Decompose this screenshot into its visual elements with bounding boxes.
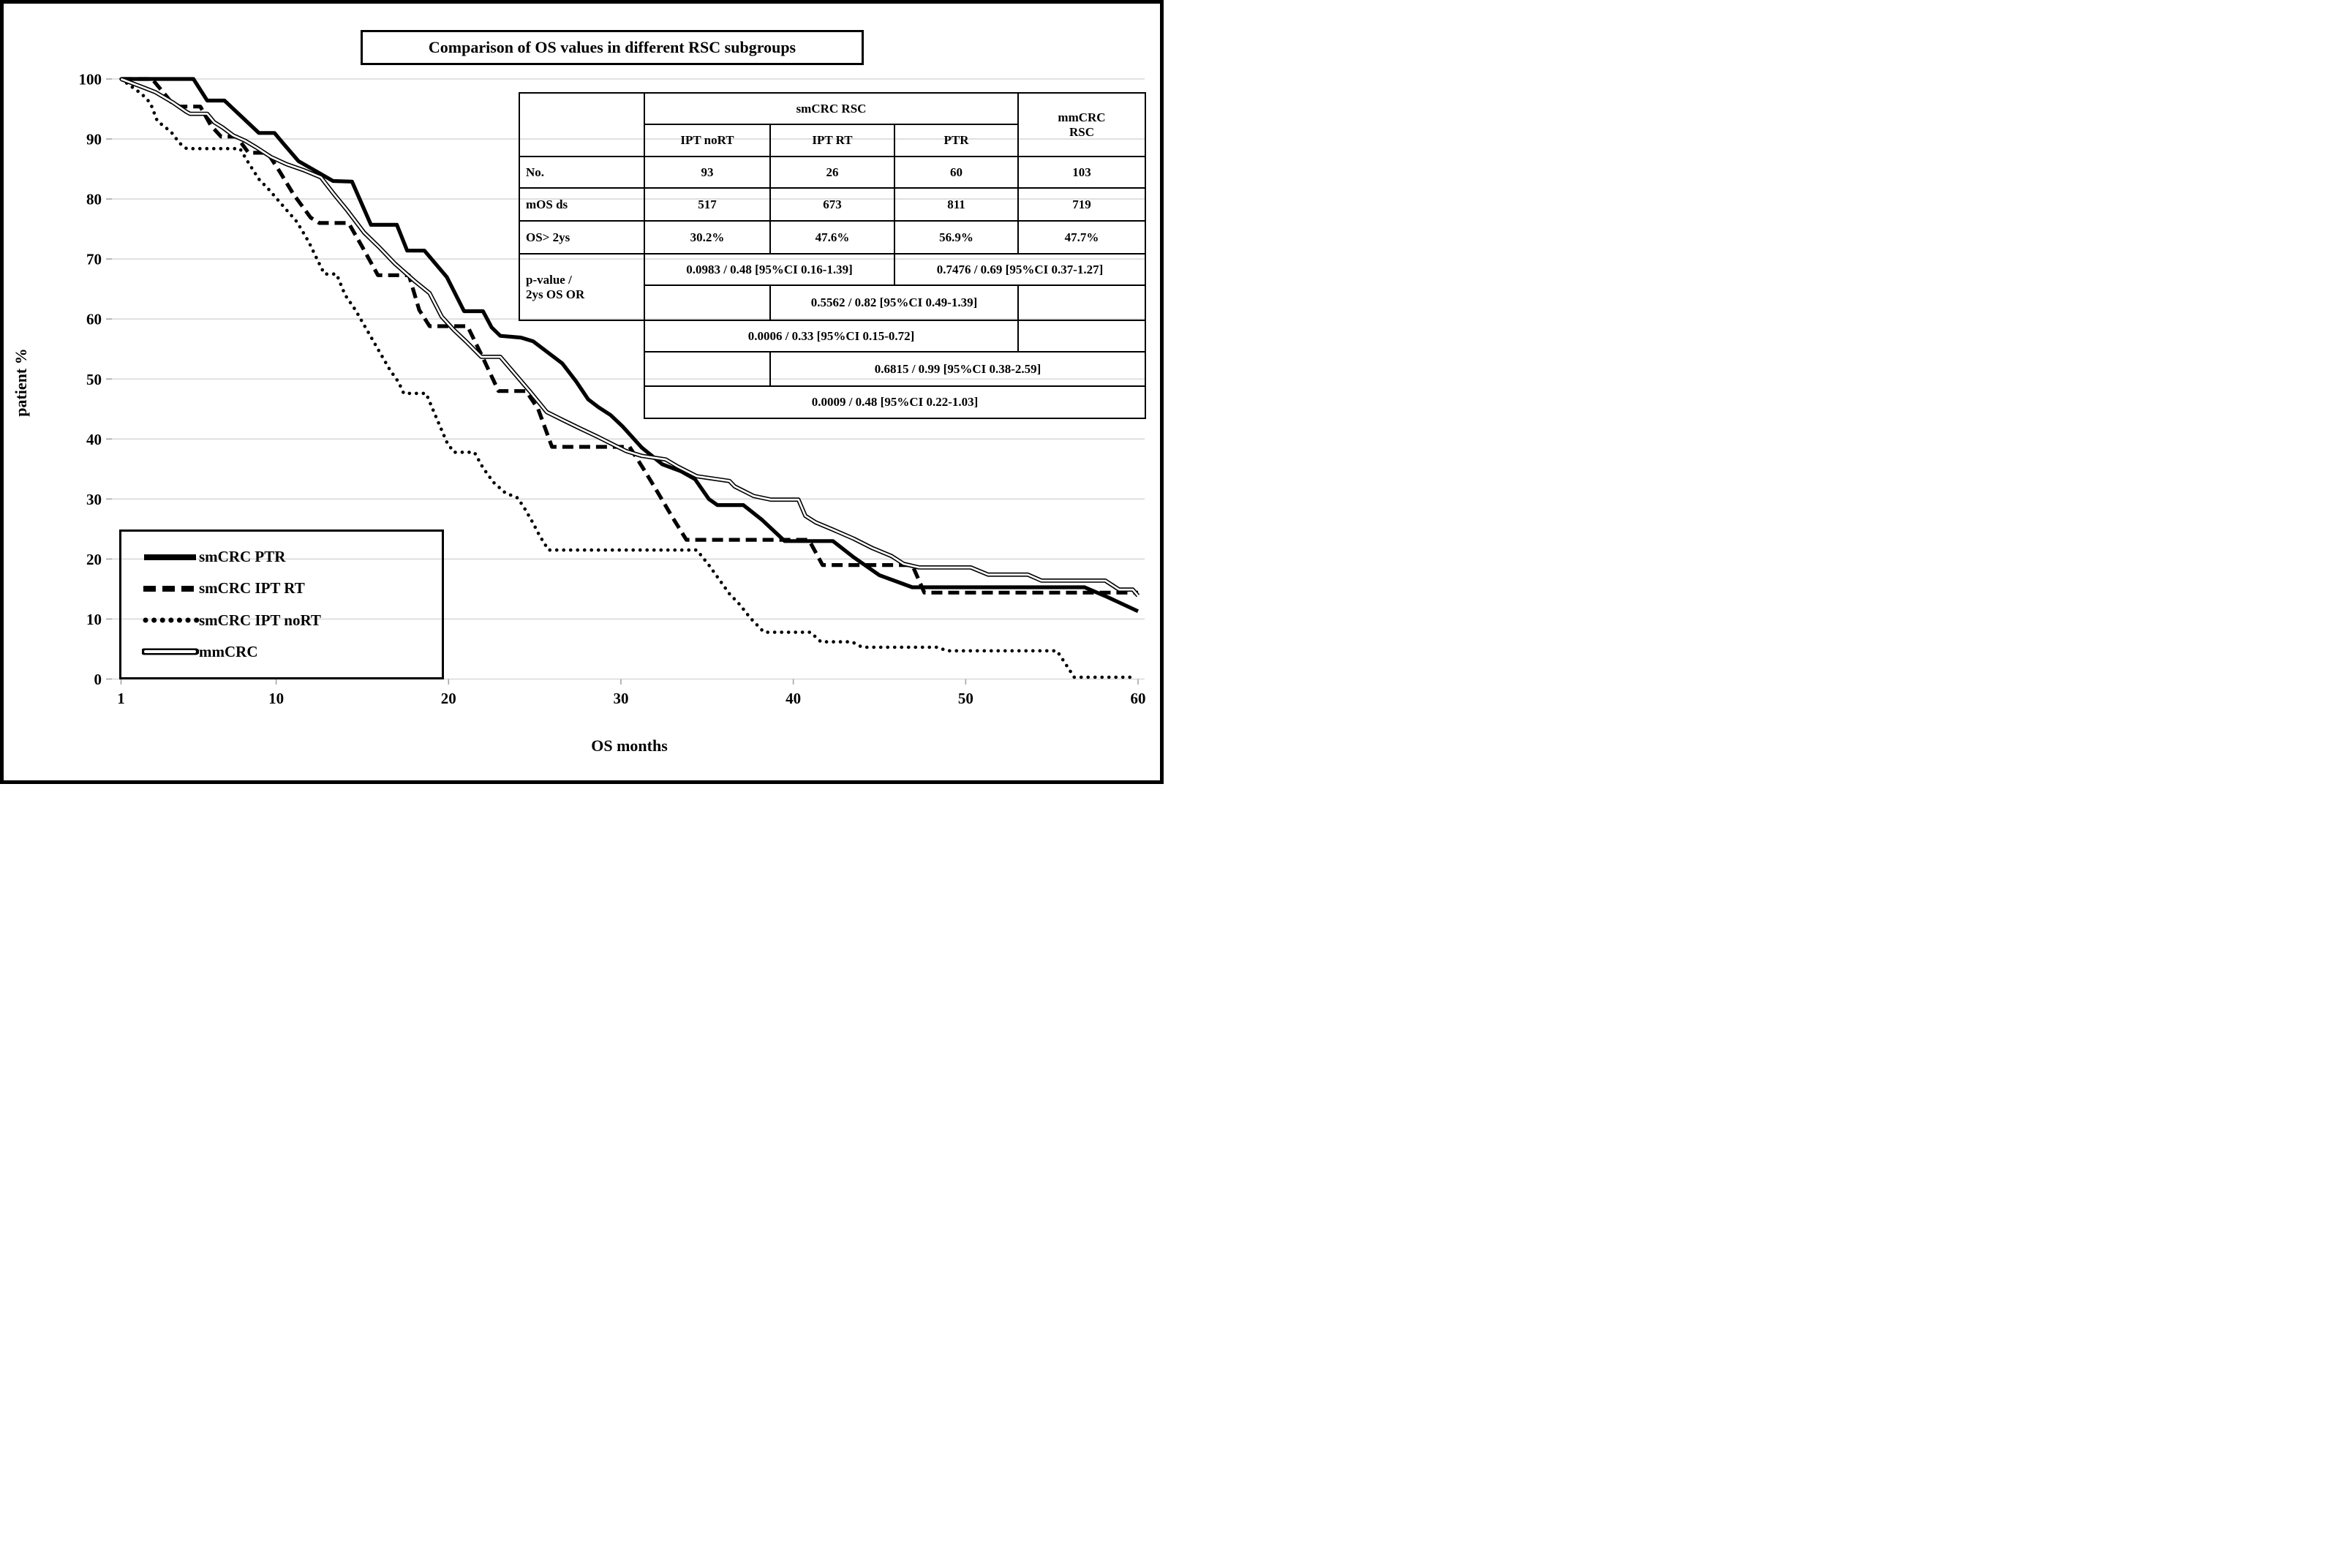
- row-label-pvalue: p-value / 2ys OS OR: [519, 253, 645, 321]
- y-tick-label-90: 90: [86, 131, 102, 148]
- dashed-line-icon: [143, 585, 197, 592]
- empty-cell: [644, 284, 771, 321]
- double-line-icon: [142, 648, 199, 655]
- pvalue-iptrt-vs-mmcrc: 0.6815 / 0.99 [95%CI 0.38-2.59]: [769, 351, 1146, 387]
- table-row-pvalue-3: 0.0006 / 0.33 [95%CI 0.15-0.72]: [519, 320, 1146, 353]
- table-spacer: [519, 386, 644, 418]
- table-row-mos: mOS ds 517 673 811 719: [519, 187, 1146, 222]
- mos-mmcrc: 719: [1017, 187, 1146, 222]
- group-header-smcrc: smCRC RSC: [644, 92, 1019, 125]
- table-spacer: [519, 352, 644, 386]
- legend-item-smcrc-ipt-rt: smCRC IPT RT: [142, 579, 442, 598]
- y-tick-label-50: 50: [86, 371, 102, 388]
- table-row-pvalue-5: 0.0009 / 0.48 [95%CI 0.22-1.03]: [519, 385, 1146, 419]
- os2ys-mmcrc: 47.7%: [1017, 220, 1146, 255]
- legend-label: smCRC IPT RT: [199, 579, 305, 598]
- no-ipt-rt: 26: [769, 156, 895, 189]
- mos-ipt-nort: 517: [644, 187, 771, 222]
- pvalue-iptnort-vs-mmcrc: 0.0009 / 0.48 [95%CI 0.22-1.03]: [644, 385, 1146, 419]
- y-axis-title: patient %: [12, 348, 30, 417]
- y-tick-label-10: 10: [86, 611, 102, 628]
- corner-cell: [519, 92, 645, 157]
- legend-item-smcrc-ptr: smCRC PTR: [142, 548, 442, 566]
- table-row-pvalue-2: 0.5562 / 0.82 [95%CI 0.49-1.39]: [519, 284, 1146, 321]
- x-tick-label-20: 20: [441, 690, 456, 707]
- x-tick-label-30: 30: [613, 690, 628, 707]
- table-row-pvalue-1: p-value / 2ys OS OR 0.0983 / 0.48 [95%CI…: [519, 253, 1146, 321]
- table-row-subheaders: IPT noRT IPT RT PTR: [519, 124, 1145, 157]
- chart-title: Comparison of OS values in different RSC…: [361, 30, 864, 65]
- os2ys-ptr: 56.9%: [894, 220, 1019, 255]
- subheader-ipt-nort: IPT noRT: [644, 124, 771, 157]
- table-row-no: No. 93 26 60 103: [519, 156, 1146, 189]
- legend-label: mmCRC: [199, 642, 258, 660]
- mos-ipt-rt: 673: [769, 187, 895, 222]
- solid-line-icon: [144, 554, 196, 560]
- series-smcrc-ipt-nort: [119, 77, 1133, 679]
- table-row-os2ys: OS> 2ys 30.2% 47.6% 56.9% 47.7%: [519, 220, 1146, 255]
- x-tick-label-40: 40: [786, 690, 801, 707]
- x-tick-label-50: 50: [958, 690, 973, 707]
- pvalue-iptrt-vs-ptr: 0.5562 / 0.82 [95%CI 0.49-1.39]: [769, 284, 1019, 321]
- y-tick-label-20: 20: [86, 551, 102, 568]
- row-label-os2ys: OS> 2ys: [519, 220, 645, 255]
- series-smcrc-ptr: [121, 77, 1139, 614]
- legend-label: smCRC PTR: [199, 548, 286, 566]
- empty-cell: [1017, 284, 1146, 321]
- table-row-pvalue-4: 0.6815 / 0.99 [95%CI 0.38-2.59]: [519, 351, 1146, 387]
- group-header-mmcrc: mmCRC RSC: [1017, 92, 1146, 157]
- series-mmcrc-core: [121, 78, 1139, 597]
- stats-table: smCRC RSC mmCRC RSC IPT noRT IPT RT PTR …: [519, 92, 1146, 419]
- table-spacer: [519, 320, 644, 352]
- row-label-no: No.: [519, 156, 645, 189]
- os2ys-ipt-nort: 30.2%: [644, 220, 771, 255]
- y-tick-label-0: 0: [94, 671, 102, 688]
- y-tick-label-100: 100: [79, 71, 102, 88]
- legend-label: smCRC IPT noRT: [199, 611, 321, 629]
- row-label-mos: mOS ds: [519, 187, 645, 222]
- no-ptr: 60: [894, 156, 1019, 189]
- y-tick-label-70: 70: [86, 251, 102, 268]
- subheader-ipt-rt: IPT RT: [769, 124, 895, 157]
- legend: smCRC PTR smCRC IPT RT smCRC IPT noRT mm…: [119, 529, 444, 679]
- x-tick-label-1: 1: [117, 690, 125, 707]
- legend-item-smcrc-ipt-nort: smCRC IPT noRT: [142, 611, 442, 630]
- y-tick-label-40: 40: [86, 431, 102, 448]
- pvalue-iptnort-vs-ptr: 0.0006 / 0.33 [95%CI 0.15-0.72]: [644, 320, 1019, 353]
- y-tick-label-30: 30: [86, 491, 102, 508]
- mos-ptr: 811: [894, 187, 1019, 222]
- km-os-figure: 0 10 20 30 40 50 60 70 80 90 100 1 10 20 30 40 50 60 Comp…: [0, 0, 1164, 784]
- dotted-line-icon: [143, 617, 199, 623]
- legend-item-mmcrc: mmCRC: [142, 643, 442, 661]
- empty-cell: [644, 351, 771, 387]
- no-mmcrc: 103: [1017, 156, 1146, 189]
- x-tick-label-60: 60: [1131, 690, 1146, 707]
- pvalue-ptr-vs-mmcrc: 0.7476 / 0.69 [95%CI 0.37-1.27]: [894, 253, 1146, 286]
- empty-cell: [1017, 320, 1146, 353]
- y-tick-label-60: 60: [86, 311, 102, 328]
- y-tick-label-80: 80: [86, 191, 102, 208]
- pvalue-iptnort-vs-iptrt: 0.0983 / 0.48 [95%CI 0.16-1.39]: [644, 253, 895, 286]
- x-tick-label-10: 10: [268, 690, 284, 707]
- os2ys-ipt-rt: 47.6%: [769, 220, 895, 255]
- no-ipt-nort: 93: [644, 156, 771, 189]
- table-row-group-header: smCRC RSC mmCRC RSC: [519, 92, 1146, 157]
- subheader-ptr: PTR: [894, 124, 1019, 157]
- x-axis-title: OS months: [591, 736, 668, 755]
